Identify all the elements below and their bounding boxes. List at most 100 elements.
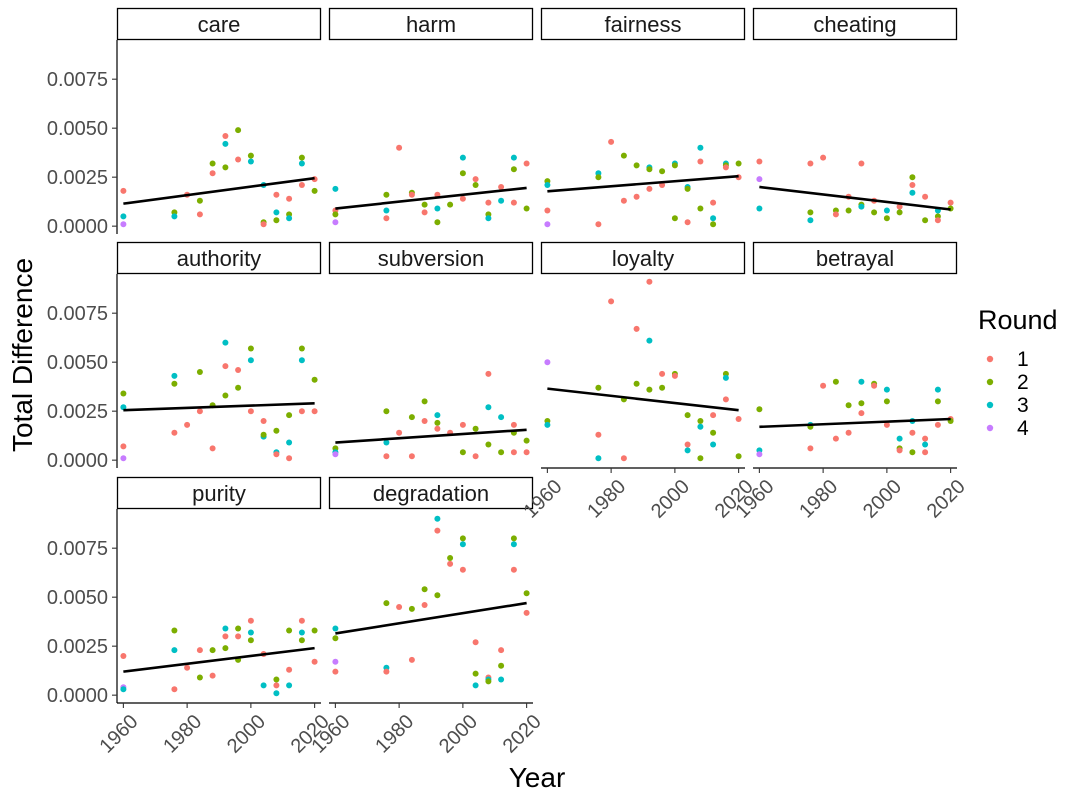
data-point (472, 670, 479, 677)
data-point (510, 166, 517, 173)
y-tick-label: 0.0075 (47, 538, 108, 560)
data-point (807, 217, 814, 224)
data-point (286, 215, 293, 222)
data-point (247, 408, 254, 415)
data-point (273, 451, 280, 458)
data-point (485, 441, 492, 448)
data-point (247, 629, 254, 636)
data-point (498, 647, 505, 654)
data-point (408, 453, 415, 460)
data-point (260, 221, 267, 228)
data-point (298, 182, 305, 188)
trend-line (335, 186, 527, 210)
data-point (845, 402, 852, 409)
data-point (408, 191, 415, 198)
data-point (222, 392, 229, 399)
data-point (510, 449, 517, 456)
legend-label: 3 (1017, 394, 1029, 417)
data-point (209, 672, 216, 679)
data-point (396, 604, 403, 610)
data-point (498, 414, 505, 421)
data-point (633, 380, 640, 387)
data-point (260, 682, 267, 689)
data-point (120, 221, 127, 228)
data-point (120, 653, 127, 659)
data-point (286, 412, 293, 419)
y-tick-label: 0.0000 (47, 685, 108, 707)
data-point (184, 421, 191, 428)
trend-line (547, 387, 739, 412)
data-point (722, 164, 729, 171)
legend-label: 4 (1017, 417, 1029, 440)
data-point (171, 372, 178, 379)
data-point (235, 367, 242, 373)
data-point (595, 174, 602, 181)
data-point (646, 166, 653, 173)
data-point (523, 609, 530, 616)
data-point (498, 449, 505, 456)
facet-strip-label: authority (177, 246, 261, 271)
data-point (544, 421, 551, 428)
y-tick-label: 0.0000 (47, 450, 108, 472)
data-point (459, 154, 466, 161)
y-tick-label: 0.0025 (47, 167, 108, 189)
data-point (510, 541, 517, 548)
data-point (235, 384, 242, 391)
data-point (383, 408, 390, 415)
data-point (820, 382, 827, 389)
data-point (459, 541, 466, 548)
panel-authority: authority (116, 241, 322, 462)
data-point (697, 144, 704, 151)
data-point (735, 453, 742, 460)
x-tick-label: 1960 (96, 711, 143, 758)
trend-line (759, 417, 951, 429)
data-point (209, 170, 216, 177)
data-point (595, 221, 602, 228)
data-point (845, 207, 852, 214)
data-point (298, 154, 305, 161)
data-point (710, 215, 717, 222)
data-point (544, 182, 551, 188)
trend-line (335, 428, 527, 444)
y-tick-label: 0.0050 (47, 587, 108, 609)
data-point (434, 425, 441, 432)
data-point (298, 629, 305, 636)
data-point (222, 625, 229, 632)
data-point (209, 445, 216, 452)
data-point (710, 412, 717, 419)
legend-label: 2 (1017, 371, 1029, 394)
panel-care: care (116, 7, 322, 228)
data-point (459, 535, 466, 542)
x-tick-label: 2000 (223, 711, 270, 758)
data-point (247, 345, 254, 352)
data-point (909, 174, 916, 181)
data-point (485, 215, 492, 222)
facet-strip-label: degradation (373, 481, 489, 506)
y-tick-label: 0.0000 (47, 216, 108, 238)
trend-line (335, 601, 527, 635)
data-point (184, 664, 191, 671)
data-point (697, 455, 704, 462)
facet-strip-label: betrayal (816, 246, 894, 271)
data-point (459, 421, 466, 428)
data-point (756, 158, 763, 165)
data-point (608, 138, 615, 145)
data-point (523, 590, 530, 597)
data-point (684, 412, 691, 419)
data-point (883, 398, 890, 405)
data-point (544, 359, 551, 366)
data-point (544, 221, 551, 228)
data-point (633, 162, 640, 169)
data-point (383, 668, 390, 675)
data-point (646, 278, 653, 285)
data-point (498, 184, 505, 190)
data-point (434, 592, 441, 599)
data-point (485, 678, 492, 685)
data-point (298, 160, 305, 167)
data-point (722, 396, 729, 403)
data-point (697, 205, 704, 212)
x-axis-title: Year (509, 762, 566, 793)
facet-strip-label: fairness (604, 12, 681, 37)
data-point (247, 617, 254, 624)
